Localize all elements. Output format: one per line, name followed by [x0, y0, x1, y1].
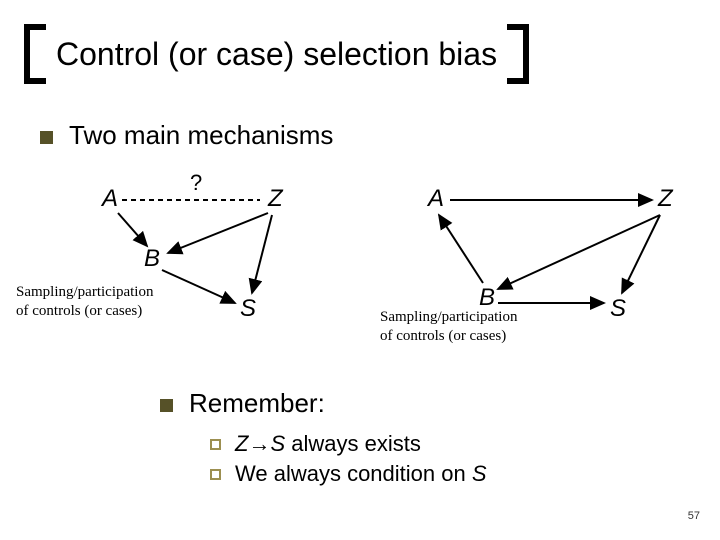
bracket-left-icon [24, 24, 46, 84]
remember-item-2-tail: S [472, 461, 487, 486]
slide-title: Control (or case) selection bias [46, 36, 507, 73]
remember-block: Remember: Z→S always exists We always co… [160, 388, 487, 491]
subtitle-text: Two main mechanisms [69, 120, 333, 150]
annotation-right-l2: of controls (or cases) [380, 328, 506, 344]
node-left-Z: Z [268, 185, 283, 213]
hollow-bullet-icon [210, 439, 221, 450]
question-mark: ? [190, 170, 202, 196]
remember-heading: Remember: [160, 388, 487, 419]
node-right-A: A [428, 185, 444, 213]
remember-heading-text: Remember: [189, 388, 325, 418]
page-number: 57 [688, 510, 700, 522]
remember-item-1-rest: always exists [291, 431, 421, 456]
remember-item-1-pre: Z [235, 431, 248, 456]
annotation-left-l1: Sampling/participation [16, 284, 153, 300]
annotation-right-l1: Sampling/participation [380, 309, 517, 325]
bullet-icon [160, 399, 173, 412]
bullet-icon [40, 131, 53, 144]
remember-item-1-post-initial: S [270, 431, 285, 456]
title-bar: Control (or case) selection bias [24, 24, 529, 84]
node-right-S: S [610, 295, 626, 323]
remember-list: Z→S always exists We always condition on… [210, 431, 487, 487]
slide: { "title": "Control (or case) selection … [0, 0, 720, 540]
annotation-right: Sampling/participation of controls (or c… [380, 308, 517, 346]
node-right-Z: Z [658, 185, 673, 213]
remember-item-1: Z→S always exists [210, 431, 487, 457]
annotation-left-l2: of controls (or cases) [16, 303, 142, 319]
remember-item-2: We always condition on S [210, 461, 487, 487]
node-left-A: A [102, 185, 118, 213]
node-left-B: B [144, 245, 160, 273]
annotation-left: Sampling/participation of controls (or c… [16, 283, 153, 321]
subtitle-line: Two main mechanisms [40, 120, 333, 151]
remember-item-2-text: We always condition on [235, 461, 472, 486]
bracket-right-icon [507, 24, 529, 84]
arrow-icon: → [248, 431, 270, 456]
node-left-S: S [240, 295, 256, 323]
hollow-bullet-icon [210, 469, 221, 480]
